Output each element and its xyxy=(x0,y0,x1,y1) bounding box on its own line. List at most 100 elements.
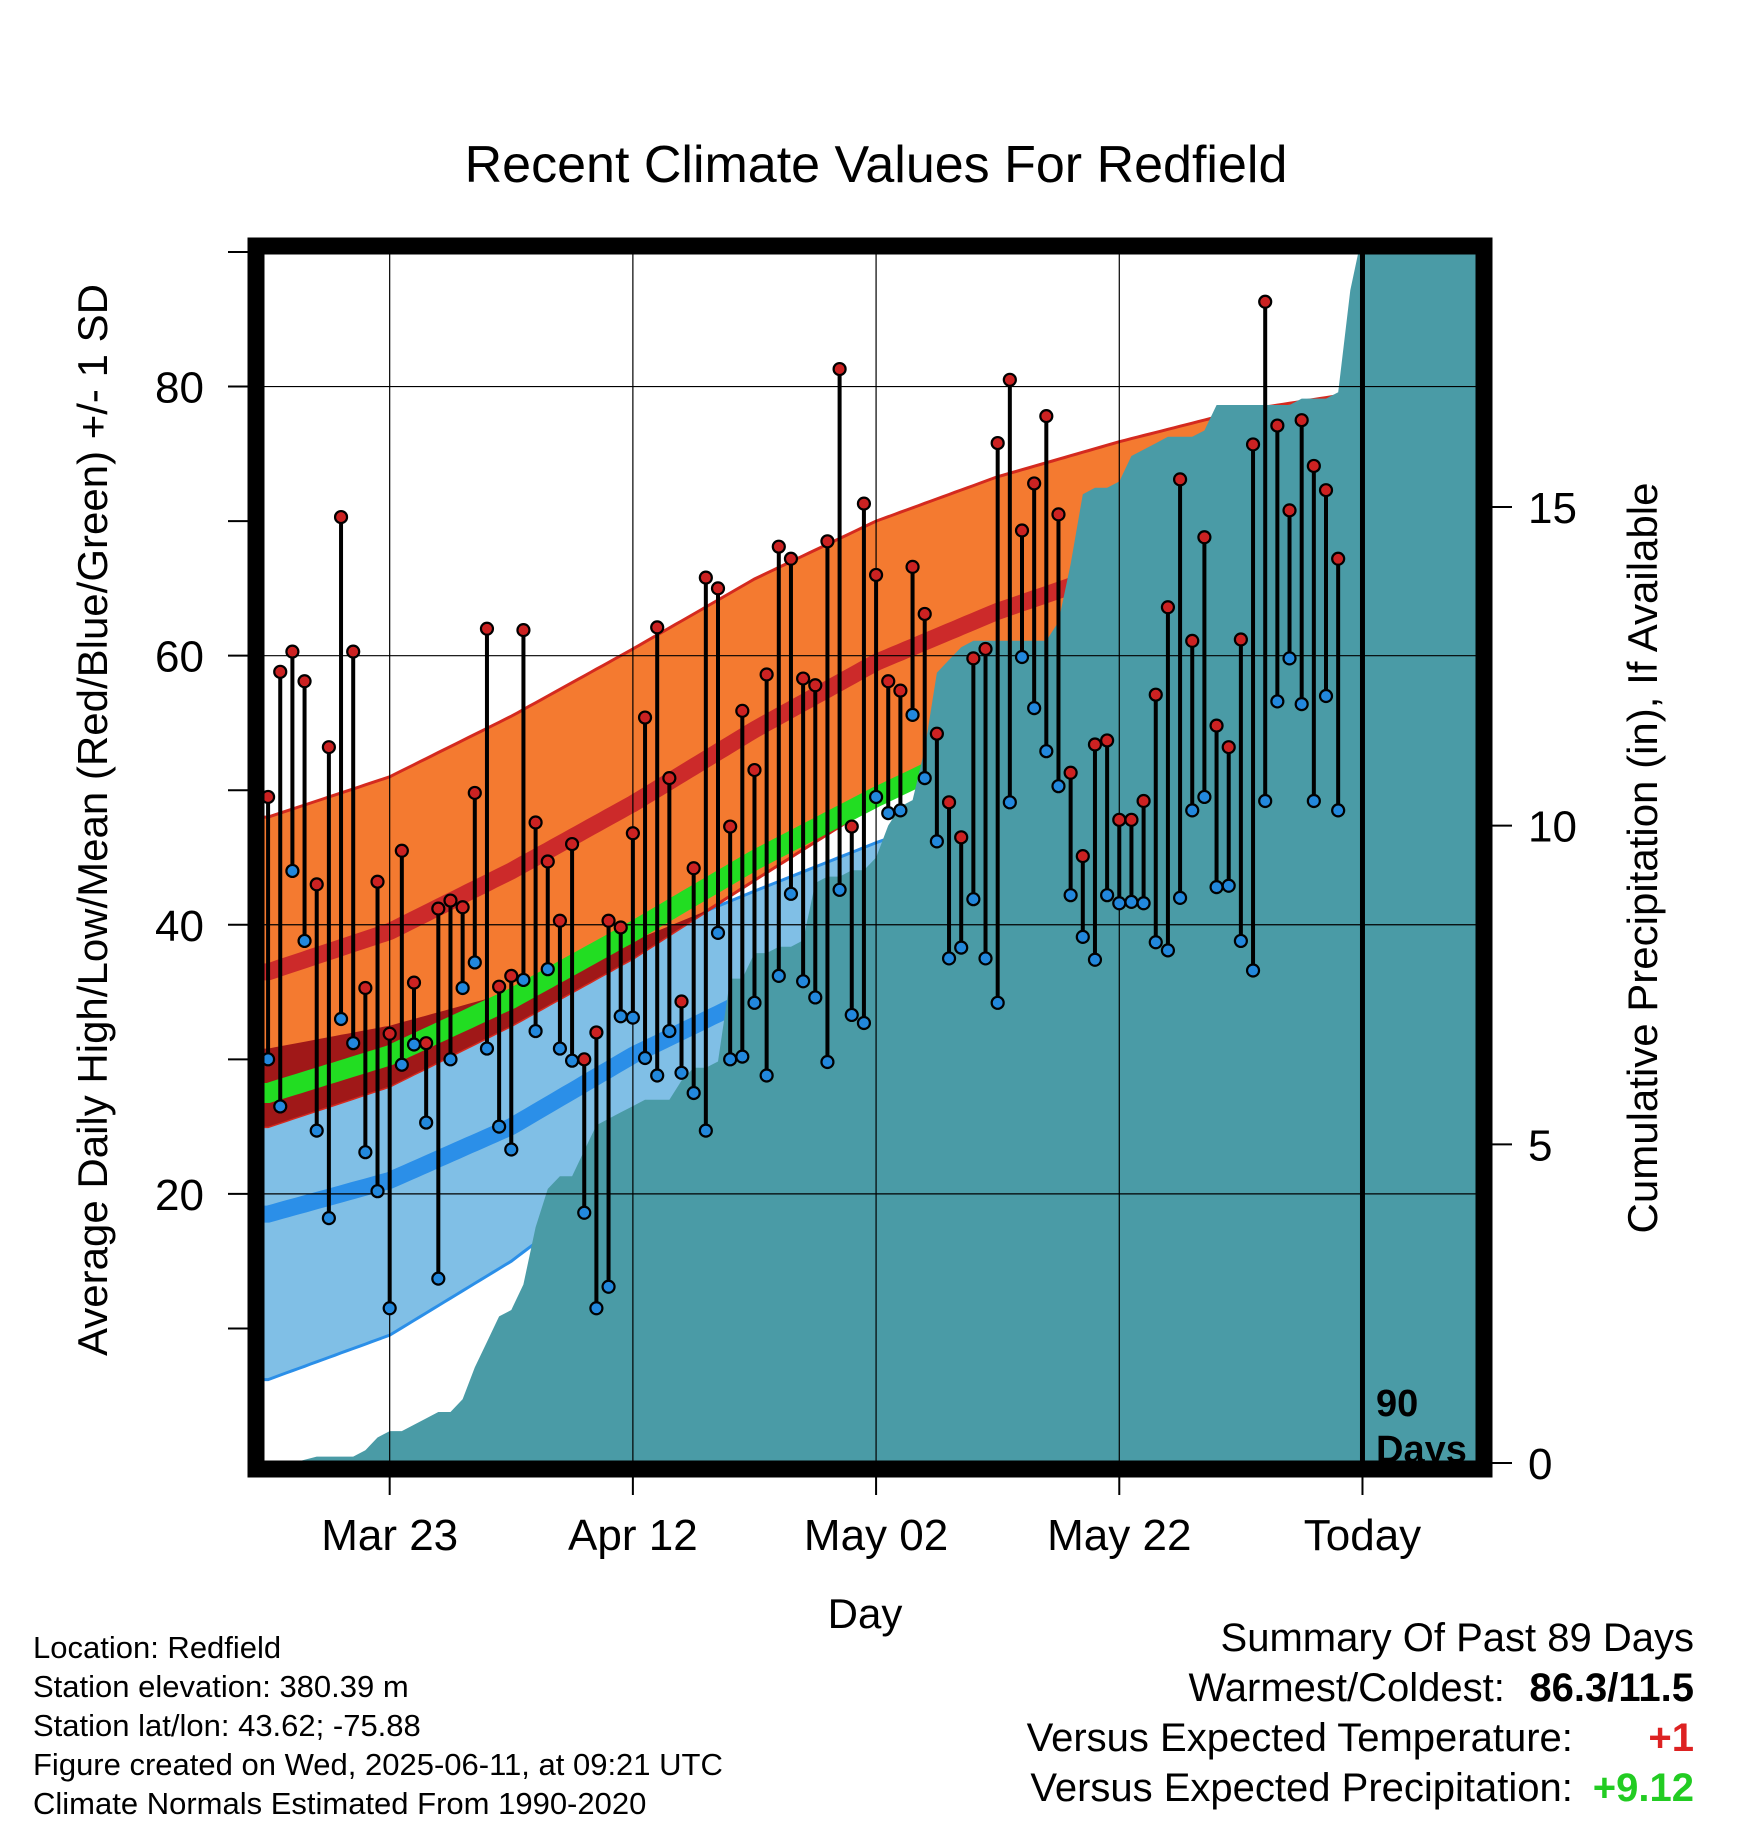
plot-inner xyxy=(262,252,1478,1463)
daily-low-point xyxy=(285,863,300,879)
daily-low-point xyxy=(1209,880,1224,895)
daily-high-point xyxy=(431,901,446,916)
daily-low-point xyxy=(1148,935,1163,950)
warmest-value: 86.3/11.5 xyxy=(1529,1666,1694,1710)
daily-low-point xyxy=(637,1050,653,1066)
daily-low-point xyxy=(1014,649,1030,665)
daily-high-point xyxy=(820,534,835,549)
daily-high-point xyxy=(978,641,993,657)
daily-high-point xyxy=(1087,737,1103,752)
daily-high-point xyxy=(589,1025,604,1040)
daily-low-point xyxy=(1027,701,1042,716)
daily-high-point xyxy=(333,509,349,525)
daily-high-point xyxy=(1160,600,1176,615)
daily-high-point xyxy=(1197,530,1212,545)
daily-low-point xyxy=(358,1145,373,1160)
daily-low-point xyxy=(479,1041,495,1056)
daily-high-point xyxy=(1148,687,1163,702)
y-axis-right: 0 5 10 15 xyxy=(1486,484,1577,1489)
daily-high-point xyxy=(358,980,373,996)
daily-low-point xyxy=(1282,651,1297,666)
daily-low-point xyxy=(406,1037,422,1052)
daily-high-point xyxy=(808,678,823,693)
daily-low-point xyxy=(1087,952,1103,967)
daily-low-point xyxy=(1002,795,1017,810)
daily-low-point xyxy=(650,1068,665,1083)
daily-high-point xyxy=(309,877,324,892)
daily-high-point xyxy=(1039,409,1054,424)
daily-high-point xyxy=(504,968,519,984)
daily-high-point xyxy=(1221,740,1236,755)
daily-low-point xyxy=(759,1068,774,1083)
daily-high-point xyxy=(552,913,568,928)
daily-high-point xyxy=(285,644,300,659)
y-axis-right-label: Cumulative Precipitation (in), If Availa… xyxy=(1619,483,1666,1234)
daily-low-point xyxy=(455,980,470,996)
daily-high-point xyxy=(1270,418,1285,433)
daily-low-point xyxy=(954,940,969,955)
daily-low-point xyxy=(783,886,799,901)
daily-high-point xyxy=(856,496,872,511)
daily-high-point xyxy=(382,1026,397,1041)
daily-high-point xyxy=(625,826,640,841)
daily-low-point xyxy=(589,1301,604,1316)
daily-low-point xyxy=(747,995,762,1010)
daily-high-point xyxy=(881,674,896,689)
daily-low-point xyxy=(346,1036,361,1051)
daily-low-point xyxy=(698,1123,713,1138)
daily-high-point xyxy=(394,843,409,858)
daily-low-point xyxy=(1075,929,1090,944)
daily-high-point xyxy=(1172,472,1188,487)
daily-high-point xyxy=(868,567,884,583)
daily-low-point xyxy=(820,1054,835,1070)
daily-high-point xyxy=(905,559,920,574)
daily-high-point xyxy=(1075,849,1090,864)
daily-low-point xyxy=(856,1015,872,1031)
daily-high-point xyxy=(1027,476,1042,491)
daily-low-point xyxy=(1172,890,1188,905)
daily-high-point xyxy=(419,1036,434,1051)
daily-high-point xyxy=(273,664,288,679)
daily-high-point xyxy=(528,815,543,830)
daily-low-point xyxy=(309,1123,324,1138)
daily-high-point xyxy=(1051,507,1066,522)
daily-high-point xyxy=(1014,523,1030,538)
today-window-label-1: 90 xyxy=(1376,1383,1418,1425)
daily-low-point xyxy=(1306,793,1321,809)
daily-high-point xyxy=(783,551,799,566)
y-left-tick-label: 20 xyxy=(155,1171,204,1220)
daily-low-point xyxy=(808,990,823,1005)
daily-low-point xyxy=(710,925,726,940)
daily-low-point xyxy=(674,1065,689,1080)
created-text: Figure created on Wed, 2025-06-11, at 09… xyxy=(33,1747,723,1782)
daily-low-point xyxy=(467,955,482,970)
y-right-tick-label: 10 xyxy=(1528,803,1577,852)
today-window-label-2: Days xyxy=(1376,1429,1467,1471)
daily-high-point xyxy=(297,674,312,689)
daily-low-point xyxy=(613,1009,628,1024)
daily-high-point xyxy=(844,819,859,834)
daily-low-point xyxy=(492,1119,507,1134)
daily-low-point xyxy=(1318,688,1334,704)
daily-high-point xyxy=(966,651,981,666)
plot-area xyxy=(247,237,1493,1478)
y-axis-left-label: Average Daily High/Low/Mean (Red/Blue/Gr… xyxy=(69,284,116,1356)
daily-low-point xyxy=(321,1211,336,1226)
daily-high-point xyxy=(929,726,944,741)
daily-high-point xyxy=(443,893,458,908)
precip-area xyxy=(262,252,1478,1463)
daily-low-point xyxy=(796,974,811,989)
x-axis-label: Day xyxy=(828,1590,903,1637)
daily-high-point xyxy=(917,606,932,622)
daily-low-point xyxy=(552,1041,568,1056)
x-tick-label: Mar 23 xyxy=(321,1511,458,1560)
daily-high-point xyxy=(650,620,665,635)
daily-low-point xyxy=(516,972,531,988)
daily-high-point xyxy=(686,861,701,876)
daily-high-point xyxy=(990,435,1005,451)
daily-low-point xyxy=(273,1099,288,1114)
daily-low-point xyxy=(686,1085,701,1101)
chart-title: Recent Climate Values For Redfield xyxy=(465,136,1288,194)
daily-low-point xyxy=(333,1011,349,1027)
precip-diff-value: +9.12 xyxy=(1592,1766,1694,1810)
